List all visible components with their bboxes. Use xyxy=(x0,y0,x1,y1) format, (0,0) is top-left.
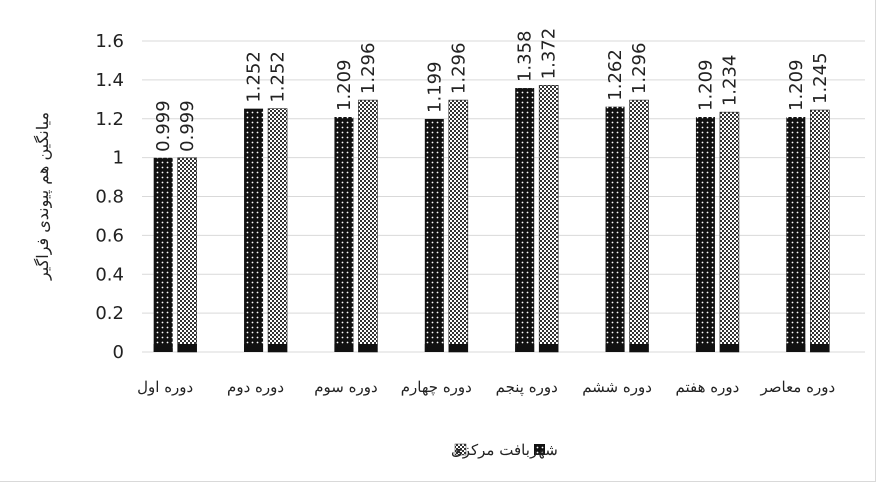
bar-base-strip xyxy=(358,344,378,352)
y-tick-label: 0.4 xyxy=(95,264,124,285)
y-tick-label: 0.6 xyxy=(95,225,124,246)
bar-base-strip xyxy=(424,344,444,352)
data-label: 1.209 xyxy=(695,59,716,111)
bar-city xyxy=(153,157,173,352)
x-category-label: دوره هفتم xyxy=(676,378,740,396)
legend-label-city: شهر xyxy=(529,441,558,459)
bar-base-strip xyxy=(695,344,715,352)
bar-central-fabric xyxy=(358,99,378,353)
bar-base-strip xyxy=(515,344,535,352)
y-tick-label: 1 xyxy=(113,148,124,169)
bar-city xyxy=(424,118,444,353)
x-category-label: دوره دوم xyxy=(227,378,284,396)
y-tick-label: 0.2 xyxy=(95,303,124,324)
y-tick-label: 1.2 xyxy=(95,109,124,130)
x-category-label: دوره اول xyxy=(137,378,193,396)
data-label: 1.296 xyxy=(448,43,469,95)
bar-base-strip xyxy=(719,344,739,352)
bar-base-strip xyxy=(177,344,197,352)
bar-city xyxy=(695,117,715,352)
data-label: 1.358 xyxy=(515,31,536,83)
data-label: 1.245 xyxy=(810,52,831,104)
x-category-label: دوره چهارم xyxy=(401,378,472,396)
x-category-label: دوره پنجم xyxy=(496,378,558,396)
bar-central-fabric xyxy=(448,99,469,353)
data-label: 1.234 xyxy=(719,55,740,107)
bar-central-fabric xyxy=(538,85,559,353)
y-tick-label: 0.8 xyxy=(95,187,124,208)
x-category-label: دوره معاصر xyxy=(759,378,835,396)
gridlines xyxy=(142,40,865,353)
bar-base-strip xyxy=(334,344,354,352)
bar-base-strip xyxy=(244,344,264,352)
data-label: 1.372 xyxy=(539,28,560,80)
legend-swatch-city xyxy=(534,444,545,455)
legend: شهر بافت مرکزی xyxy=(451,441,558,459)
bars xyxy=(153,85,830,353)
bar-city xyxy=(605,106,625,352)
data-label: 1.199 xyxy=(424,61,445,113)
bar-base-strip xyxy=(629,344,649,352)
bar-base-strip xyxy=(153,344,173,352)
bar-city xyxy=(334,117,354,352)
data-label: 1.252 xyxy=(268,51,289,103)
x-axis-categories: دوره اول دوره دوم دوره سوم دوره چهارم دوره پ… xyxy=(137,378,835,396)
bar-city xyxy=(786,117,806,352)
data-label: 1.252 xyxy=(244,51,265,103)
bar-city xyxy=(244,108,264,352)
bar-base-strip xyxy=(539,344,559,352)
y-tick-label: 1.4 xyxy=(95,70,124,91)
bar-base-strip xyxy=(786,344,806,352)
x-category-label: دوره سوم xyxy=(314,378,377,396)
legend-label-central-fabric: بافت مرکزی xyxy=(451,441,530,459)
legend-swatch-central-fabric xyxy=(454,443,467,456)
bar-central-fabric xyxy=(810,109,830,353)
bar-city xyxy=(515,88,535,352)
y-tick-label: 1.6 xyxy=(95,31,124,52)
x-category-label: دوره ششم xyxy=(582,378,652,396)
y-axis-label: میانگین هم پیوندی فراگیر xyxy=(33,112,52,281)
bar-central-fabric xyxy=(719,111,740,353)
bar-base-strip xyxy=(268,344,288,352)
data-label: 1.296 xyxy=(358,43,379,95)
data-label: 0.999 xyxy=(177,100,198,152)
y-tick-label: 0 xyxy=(113,342,124,363)
data-label: 1.262 xyxy=(605,49,626,101)
bar-base-strip xyxy=(810,344,830,352)
bar-central-fabric xyxy=(629,99,649,353)
data-label: 1.296 xyxy=(629,43,650,95)
y-axis-ticks: 0 0.2 0.4 0.6 0.8 1 1.2 1.4 1.6 xyxy=(95,31,124,363)
bar-central-fabric xyxy=(267,108,288,353)
bar-central-fabric xyxy=(177,157,197,353)
data-label: 1.209 xyxy=(334,59,355,111)
data-label: 0.999 xyxy=(153,100,174,152)
bar-base-strip xyxy=(605,344,625,352)
bar-base-strip xyxy=(448,344,468,352)
data-label: 1.209 xyxy=(786,59,807,111)
